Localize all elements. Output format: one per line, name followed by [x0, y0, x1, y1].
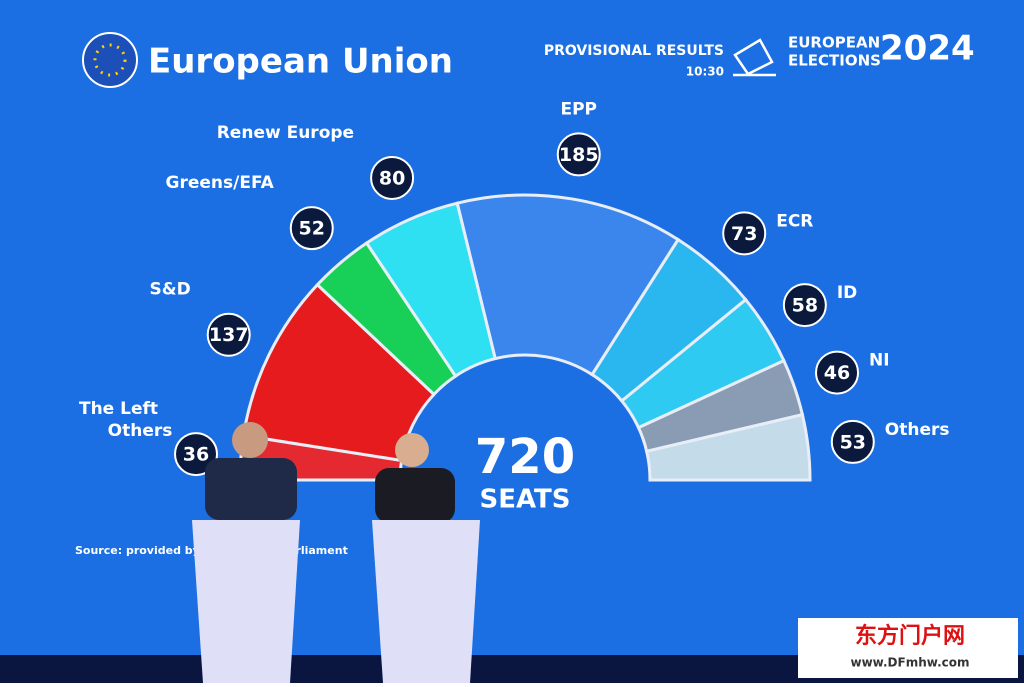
legend-label: S&D [150, 280, 191, 300]
watermark-title: 东方门户网 [855, 623, 965, 649]
podium-right [372, 520, 480, 683]
legend-label: The Left [79, 399, 158, 419]
value-bubble [782, 283, 827, 328]
left-others-label: Others [108, 421, 173, 441]
legend-label: EPP [560, 99, 597, 119]
speaker-left [205, 422, 297, 520]
value-bubble [174, 432, 219, 477]
value-label: 36 [183, 444, 209, 466]
status: PROVISIONAL RESULTS [544, 43, 724, 59]
legend-label: NI [869, 351, 890, 371]
legend-label: ID [837, 283, 857, 303]
legend-label: Others [885, 420, 950, 440]
hemicycle: 36 The Left 137 S&D 52 Greens/EFA 80 Renew Euro… [79, 99, 950, 482]
value-label: 52 [299, 218, 325, 240]
time: 10:30 [686, 65, 724, 79]
event-line1: EUROPEAN [788, 34, 880, 52]
watermark-box [798, 618, 1018, 678]
value-label: 80 [379, 167, 405, 189]
value-bubble [722, 211, 767, 256]
value-bubble [815, 350, 860, 395]
value-label: 58 [792, 295, 818, 317]
source-part1: Source: provided by Veri [75, 544, 228, 557]
seat-segment [644, 412, 812, 482]
value-label: 53 [840, 431, 866, 453]
value-bubble [830, 419, 875, 464]
podium-left [192, 520, 300, 683]
value-label: 46 [824, 362, 850, 384]
legend-label: Renew Europe [217, 123, 354, 143]
value-bubble [289, 206, 334, 251]
value-label: 137 [209, 324, 249, 346]
legend-label: ECR [776, 211, 813, 231]
legend-label: Greens/EFA [166, 173, 275, 193]
title: European Union [148, 42, 453, 82]
total-seats: 720 [475, 429, 575, 485]
event-line2: ELECTIONS [788, 52, 881, 70]
ballot-icon [733, 38, 776, 77]
watermark-url: www.DFmhw.com [851, 656, 970, 670]
year: 2024 [880, 29, 975, 69]
value-bubble [206, 312, 251, 357]
value-label: 73 [731, 223, 757, 245]
eu-flag [82, 32, 138, 88]
seats-label: SEATS [479, 485, 570, 515]
value-label: 185 [559, 144, 599, 166]
value-bubble [370, 155, 415, 200]
value-bubble [556, 132, 601, 177]
seat-segment [455, 193, 681, 377]
speaker-right [375, 433, 455, 523]
source-part2: arliament [288, 544, 348, 557]
eu-stars [93, 43, 127, 77]
